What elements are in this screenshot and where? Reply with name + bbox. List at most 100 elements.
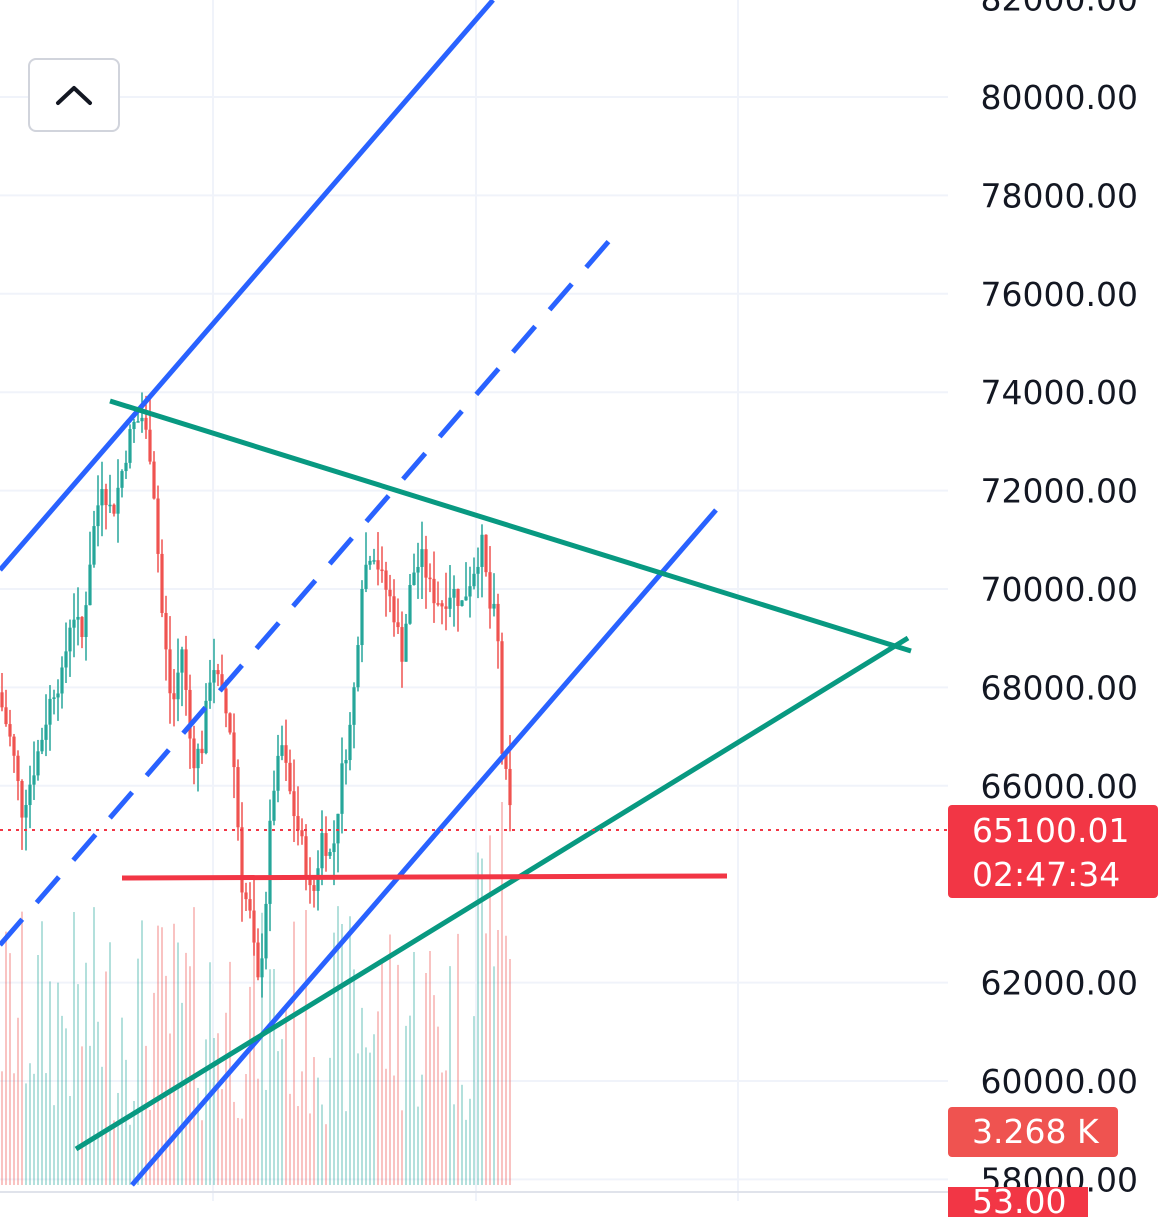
candle-body [256, 942, 260, 978]
triangle-upper-line[interactable] [109, 398, 912, 654]
candle-body [252, 910, 256, 943]
candle-body [268, 820, 272, 904]
candle-body [120, 471, 124, 488]
candle-body [192, 738, 196, 769]
triangle-lower-line[interactable] [74, 635, 910, 1152]
candle-body [76, 616, 80, 620]
candle-body [212, 670, 216, 683]
candle-body [232, 732, 236, 768]
candle-body [144, 417, 148, 430]
candle-body [152, 461, 156, 499]
candlesticks [0, 392, 512, 998]
current-price-value: 65100.01 [972, 811, 1130, 850]
candle-body [48, 698, 52, 725]
candle-body [500, 641, 504, 754]
candle-body [20, 781, 24, 818]
candle-body [4, 707, 8, 725]
candle-body [140, 417, 144, 422]
candle-body [72, 619, 76, 628]
candle-body [64, 651, 68, 668]
candle-body [112, 504, 116, 514]
candle-body [464, 596, 468, 601]
current-price-badge: 65100.01 02:47:34 [948, 805, 1158, 898]
candle-body [12, 736, 16, 756]
candle-body [88, 564, 92, 606]
grid [0, 0, 948, 1201]
candle-body [52, 697, 56, 699]
candle-body [288, 762, 292, 792]
candle-body [276, 755, 280, 791]
candle-body [60, 667, 64, 694]
candle-body [132, 421, 136, 430]
candle-body [416, 566, 420, 573]
candle-body [412, 572, 416, 586]
candle-body [128, 429, 132, 463]
candle-body [68, 627, 72, 652]
candle-body [328, 852, 332, 856]
candle-body [284, 745, 288, 763]
candle-body [300, 830, 304, 837]
y-tick-label: 82000.00 [981, 0, 1138, 19]
candle-body [228, 713, 232, 733]
candle-body [104, 489, 108, 506]
y-tick-label: 78000.00 [981, 176, 1138, 215]
candle-body [172, 693, 176, 700]
candle-body [352, 687, 356, 725]
y-tick-label: 68000.00 [981, 668, 1138, 707]
candle-body [432, 578, 436, 604]
channel-lower-line[interactable] [130, 508, 718, 1187]
candle-body [480, 534, 484, 567]
candle-body [200, 748, 204, 754]
candle-body [36, 751, 40, 776]
candle-body [56, 693, 60, 698]
candle-body [224, 688, 228, 714]
candle-body [324, 833, 328, 856]
candle-body [92, 526, 96, 565]
candle-body [296, 816, 300, 831]
candle-body [484, 534, 488, 573]
candle-body [180, 649, 184, 673]
candle-body [508, 768, 512, 806]
support-line[interactable] [121, 873, 728, 881]
volume-axis-badge: 53.00 [948, 1187, 1088, 1217]
candle-body [312, 885, 316, 891]
drawings [0, 0, 912, 1187]
channel-mid-dashed-line[interactable] [0, 224, 624, 947]
y-tick-label: 70000.00 [981, 570, 1138, 609]
candle-body [396, 622, 400, 628]
candle-body [196, 748, 200, 769]
candle-body [436, 603, 440, 605]
chevron-up-icon [56, 86, 92, 105]
candle-body [440, 603, 444, 607]
candle-body [148, 429, 152, 462]
candle-body [204, 700, 208, 754]
candle-body [472, 573, 476, 587]
candle-body [124, 462, 128, 472]
candle-body [96, 505, 100, 527]
candle-body [264, 903, 268, 959]
candle-body [504, 753, 508, 769]
collapse-button[interactable] [28, 58, 120, 132]
candle-body [136, 421, 140, 423]
channel-upper-line[interactable] [0, 0, 495, 572]
candle-body [460, 600, 464, 606]
candle-body [320, 833, 324, 869]
candle-body [108, 504, 112, 507]
price-axis[interactable]: 82000.00 80000.00 78000.00 76000.00 74000.00… [981, 0, 1138, 1199]
candle-body [308, 878, 312, 886]
candle-body [116, 487, 120, 514]
candle-body [468, 586, 472, 597]
candle-body [340, 763, 344, 814]
candle-body [368, 560, 372, 565]
candle-body [100, 489, 104, 506]
candle-body [32, 775, 36, 785]
candle-body [280, 745, 284, 756]
candle-body [248, 899, 252, 911]
y-tick-label: 80000.00 [981, 78, 1138, 117]
candle-body [492, 603, 496, 609]
candle-body [40, 739, 44, 752]
candle-body [80, 616, 84, 637]
candle-body [392, 596, 396, 623]
candle-body [168, 649, 172, 694]
